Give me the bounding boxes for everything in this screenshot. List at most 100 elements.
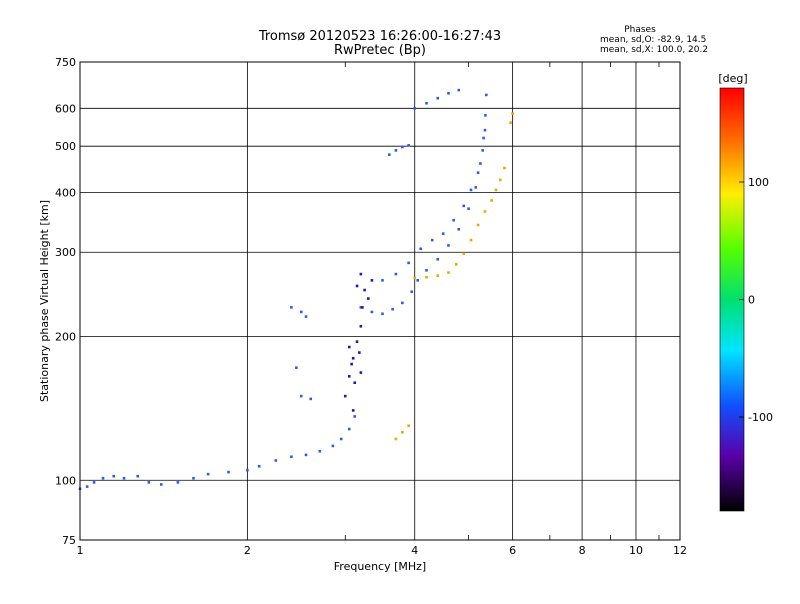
data-point	[482, 136, 485, 140]
data-point	[350, 362, 353, 366]
data-point	[387, 153, 391, 156]
data-point	[410, 290, 413, 294]
x-tick-label: 4	[411, 544, 418, 557]
data-point	[425, 101, 428, 105]
colorbar-tick-label: -100	[748, 411, 773, 424]
plot-frame	[79, 61, 681, 541]
data-point	[394, 272, 398, 276]
data-point	[359, 272, 363, 276]
data-point	[112, 474, 116, 478]
data-point	[381, 312, 384, 316]
colorbar-ticks: 100 0 -100	[739, 176, 773, 424]
data-point	[159, 483, 163, 486]
data-point	[436, 257, 440, 261]
data-point	[413, 107, 417, 110]
data-point	[454, 263, 458, 266]
data-point	[359, 324, 363, 328]
phases-heading: Phases	[624, 25, 656, 35]
data-point	[484, 114, 487, 117]
data-point	[503, 166, 506, 170]
data-point	[469, 238, 473, 242]
data-point	[85, 485, 89, 488]
data-point	[274, 459, 278, 462]
data-point	[353, 381, 357, 385]
data-point	[436, 274, 440, 277]
data-point	[147, 481, 151, 484]
data-point	[92, 481, 96, 484]
data-point	[363, 288, 366, 292]
data-point	[351, 409, 355, 412]
data-point	[462, 252, 466, 255]
data-point	[457, 88, 461, 92]
y-tick-label: 200	[55, 330, 76, 343]
data-point	[413, 276, 417, 280]
data-point	[347, 345, 351, 349]
data-point	[366, 297, 370, 300]
x-tick-label: 6	[509, 544, 516, 557]
data-point	[436, 96, 440, 100]
colorbar-label: [deg]	[718, 72, 747, 85]
data-point	[355, 340, 359, 343]
data-point	[416, 279, 420, 282]
data-point	[401, 301, 404, 305]
data-point	[391, 307, 394, 311]
data-point	[304, 315, 308, 318]
data-point	[509, 121, 512, 124]
data-point	[343, 394, 347, 398]
data-point	[394, 149, 398, 152]
data-point	[136, 474, 140, 478]
data-point	[447, 92, 450, 95]
data-point	[257, 464, 261, 468]
y-tick-label: 75	[62, 534, 76, 547]
data-point	[347, 375, 351, 378]
data-point	[447, 271, 450, 274]
data-point	[425, 275, 428, 279]
data-point	[462, 204, 466, 208]
data-point	[476, 223, 480, 227]
data-point	[355, 284, 359, 288]
data-point	[309, 397, 313, 401]
data-point	[359, 371, 363, 374]
data-point	[511, 112, 514, 115]
data-point	[474, 186, 478, 189]
data-point	[419, 247, 422, 251]
data-point	[358, 351, 361, 354]
x-tick-label: 1	[77, 544, 84, 557]
x-axis-label: Frequency [MHz]	[334, 560, 426, 573]
data-point	[401, 145, 404, 149]
data-point	[299, 310, 303, 314]
y-tick-label: 300	[55, 246, 76, 259]
data-point	[484, 93, 488, 97]
data-point	[452, 218, 455, 222]
data-point	[476, 171, 480, 175]
data-point	[206, 472, 210, 476]
y-tick-label: 750	[55, 56, 76, 69]
data-point	[347, 427, 351, 431]
y-tick-label: 500	[55, 140, 76, 153]
chart-title: Tromsø 20120523 16:26:00-16:27:43	[258, 29, 501, 44]
data-point	[299, 394, 303, 398]
data-point	[430, 238, 434, 242]
data-point	[101, 476, 105, 480]
data-point	[290, 306, 293, 309]
data-point	[490, 199, 493, 202]
data-point	[469, 188, 473, 192]
data-point	[246, 468, 249, 472]
y-tick-label: 400	[55, 186, 76, 199]
y-axis-label: Stationary phase Virtual Height [km]	[38, 200, 51, 402]
data-point	[407, 424, 410, 428]
data-point	[227, 470, 230, 474]
data-point	[425, 268, 428, 272]
data-point	[483, 128, 487, 132]
colorbar-tick-label: 100	[748, 176, 769, 189]
data-point	[361, 306, 364, 309]
data-point	[370, 310, 374, 314]
data-point	[295, 366, 298, 369]
y-tick-label: 600	[55, 102, 76, 115]
data-point	[381, 279, 384, 282]
data-point	[407, 261, 410, 265]
data-point	[290, 455, 293, 459]
data-point	[457, 228, 461, 231]
data-point	[122, 476, 126, 480]
